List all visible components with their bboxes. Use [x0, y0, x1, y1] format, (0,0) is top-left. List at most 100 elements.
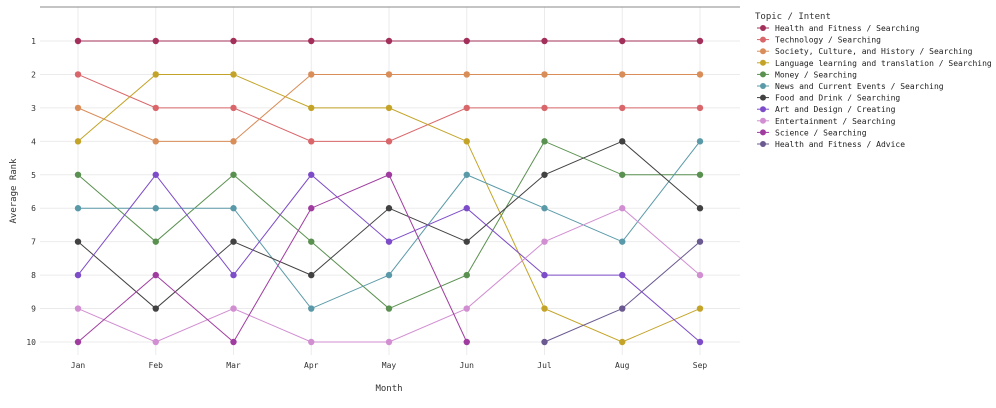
data-point	[230, 238, 237, 245]
series-11	[541, 238, 704, 346]
y-tick-label: 7	[31, 238, 36, 247]
data-point	[308, 205, 315, 212]
data-point	[463, 171, 470, 178]
data-point	[541, 171, 548, 178]
series-line	[77, 174, 468, 343]
data-point	[230, 305, 237, 312]
data-point	[230, 138, 237, 145]
legend-item: Technology / Searching	[757, 36, 881, 45]
data-point	[152, 37, 159, 45]
legend-marker	[760, 48, 766, 55]
data-point	[385, 305, 393, 312]
data-point	[463, 238, 470, 245]
data-point	[696, 71, 704, 78]
legend-item: Food and Drink / Searching	[757, 94, 900, 103]
data-point	[385, 71, 393, 78]
legend-label: Science / Searching	[775, 128, 867, 137]
x-tick-label: Aug	[615, 361, 630, 370]
y-tick-label: 6	[31, 204, 36, 213]
legend-marker	[760, 25, 766, 31]
data-point	[74, 171, 82, 178]
data-point	[541, 104, 548, 112]
data-point	[619, 138, 626, 145]
data-point	[74, 338, 82, 346]
legend-item: Science / Searching	[757, 128, 867, 137]
data-point	[463, 138, 470, 145]
data-point	[696, 104, 704, 112]
data-point	[152, 71, 159, 78]
data-point	[152, 138, 159, 145]
legend-item: Language learning and translation / Sear…	[757, 59, 992, 68]
series-4	[74, 71, 704, 346]
legend-item: News and Current Events / Searching	[757, 82, 944, 91]
data-point	[74, 271, 82, 279]
data-point	[463, 71, 470, 78]
data-point	[619, 305, 626, 312]
y-axis-ticks: 1 2 3 4 5 6 7 8 9 10	[26, 37, 36, 347]
data-point	[541, 238, 548, 245]
series-1	[74, 37, 704, 45]
series-3	[74, 71, 704, 145]
data-point	[308, 305, 315, 312]
x-tick-label: Jul	[537, 361, 552, 370]
data-point	[385, 171, 393, 178]
data-point	[230, 338, 237, 346]
y-tick-label: 1	[31, 37, 36, 46]
y-tick-label: 9	[31, 305, 36, 314]
legend-item: Money / Searching	[757, 70, 857, 79]
data-point	[541, 305, 548, 312]
data-point	[74, 37, 82, 45]
series-9	[74, 205, 704, 346]
data-point	[230, 104, 237, 112]
data-point	[463, 271, 470, 279]
data-point	[541, 138, 548, 145]
data-point	[619, 238, 626, 245]
data-point	[696, 171, 704, 178]
legend-label: Money / Searching	[775, 70, 857, 79]
data-point	[696, 271, 704, 279]
legend-label: Health and Fitness / Advice	[775, 140, 905, 149]
legend-marker	[760, 106, 766, 113]
x-tick-label: Feb	[149, 361, 164, 370]
data-point	[308, 238, 315, 245]
data-point	[696, 138, 704, 145]
legend-marker	[760, 94, 766, 101]
data-point	[463, 338, 470, 346]
data-point	[619, 71, 626, 78]
y-tick-label: 3	[31, 104, 36, 113]
x-tick-label: Jan	[71, 361, 86, 370]
legend-label: Food and Drink / Searching	[775, 94, 900, 103]
data-point	[541, 37, 548, 45]
legend-marker	[760, 129, 766, 136]
legend-label: Health and Fitness / Searching	[775, 24, 920, 33]
y-tick-label: 2	[31, 70, 36, 79]
data-point	[619, 104, 626, 112]
legend-label: Society, Culture, and History / Searchin…	[775, 47, 973, 56]
data-point	[619, 338, 626, 346]
data-point	[152, 171, 159, 178]
data-point	[230, 37, 237, 45]
legend-marker	[760, 59, 766, 66]
data-point	[152, 338, 159, 346]
y-tick-label: 8	[31, 271, 36, 280]
data-point	[385, 238, 393, 245]
data-point	[308, 104, 315, 112]
data-point	[619, 171, 626, 178]
series-7	[74, 138, 704, 312]
legend-label: News and Current Events / Searching	[775, 82, 944, 91]
data-point	[696, 305, 704, 312]
x-axis-ticks: Jan Feb Mar Apr May Jun Jul Aug Sep	[71, 361, 708, 370]
x-tick-label: Apr	[304, 361, 319, 370]
data-point	[230, 205, 237, 212]
x-tick-label: Mar	[226, 361, 241, 370]
data-point	[308, 271, 315, 279]
data-point	[74, 71, 82, 78]
data-point	[308, 338, 315, 346]
series-10	[74, 171, 470, 346]
data-point	[74, 305, 82, 312]
data-point	[541, 71, 548, 78]
data-point	[308, 171, 315, 178]
data-point	[696, 338, 704, 346]
grid-lines	[40, 7, 740, 355]
